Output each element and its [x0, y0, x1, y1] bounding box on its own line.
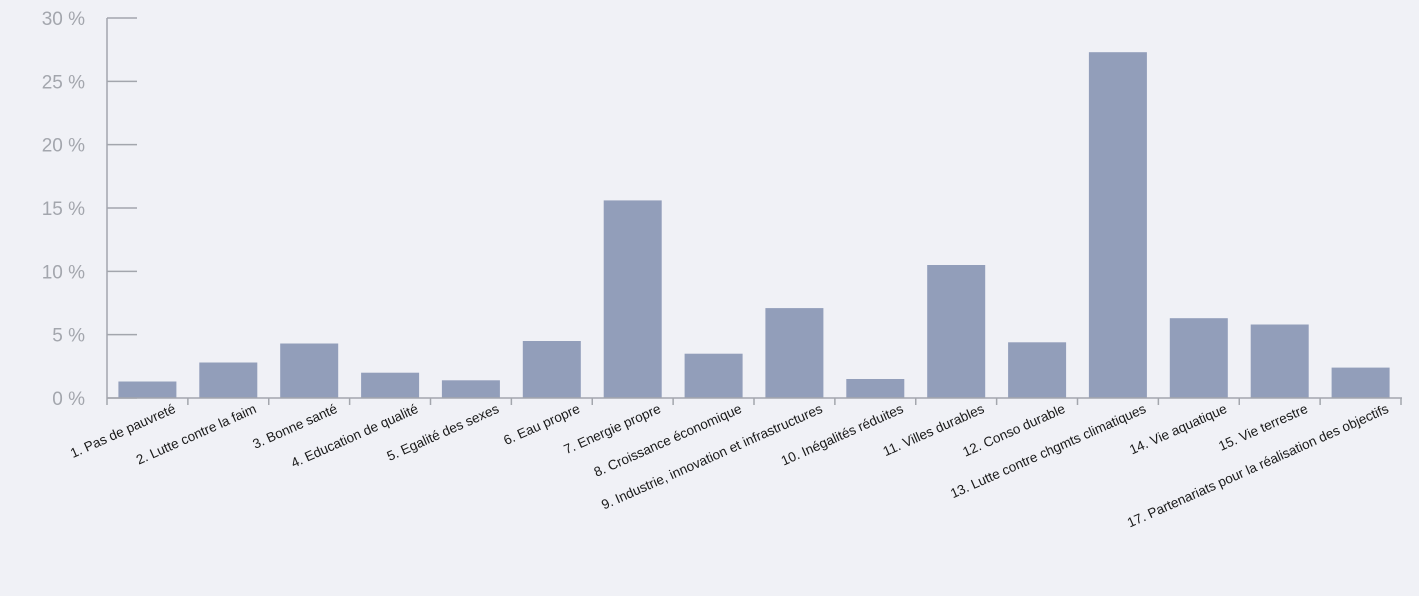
- bar: [280, 343, 339, 398]
- bar: [1008, 342, 1067, 398]
- bar: [361, 372, 420, 398]
- y-tick-label: 25 %: [42, 72, 85, 93]
- x-axis-ticks: [106, 398, 1402, 405]
- y-tick-label: 5 %: [52, 326, 85, 347]
- bar: [1250, 324, 1309, 398]
- bar: [1331, 367, 1390, 398]
- y-tick-label: 15 %: [42, 199, 85, 220]
- bar: [846, 379, 905, 398]
- bars: [118, 52, 1390, 398]
- y-tick-label: 30 %: [42, 9, 85, 30]
- y-tick-label: 0 %: [52, 389, 85, 410]
- bar: [603, 200, 662, 398]
- bar: [522, 341, 581, 398]
- bar: [1088, 52, 1147, 398]
- y-axis-ticks: 0 % 5 % 10 % 15 % 20 % 25 % 30 %: [42, 9, 137, 410]
- bar: [927, 265, 986, 398]
- x-tick-label: 17. Partenariats pour la réalisation des…: [1125, 401, 1391, 530]
- bar: [118, 381, 177, 398]
- bar: [765, 308, 824, 398]
- y-tick-label: 10 %: [42, 262, 85, 283]
- bar: [199, 362, 258, 398]
- bar: [684, 353, 743, 398]
- bar: [1169, 318, 1228, 398]
- bar: [441, 380, 500, 398]
- y-tick-label: 20 %: [42, 136, 85, 157]
